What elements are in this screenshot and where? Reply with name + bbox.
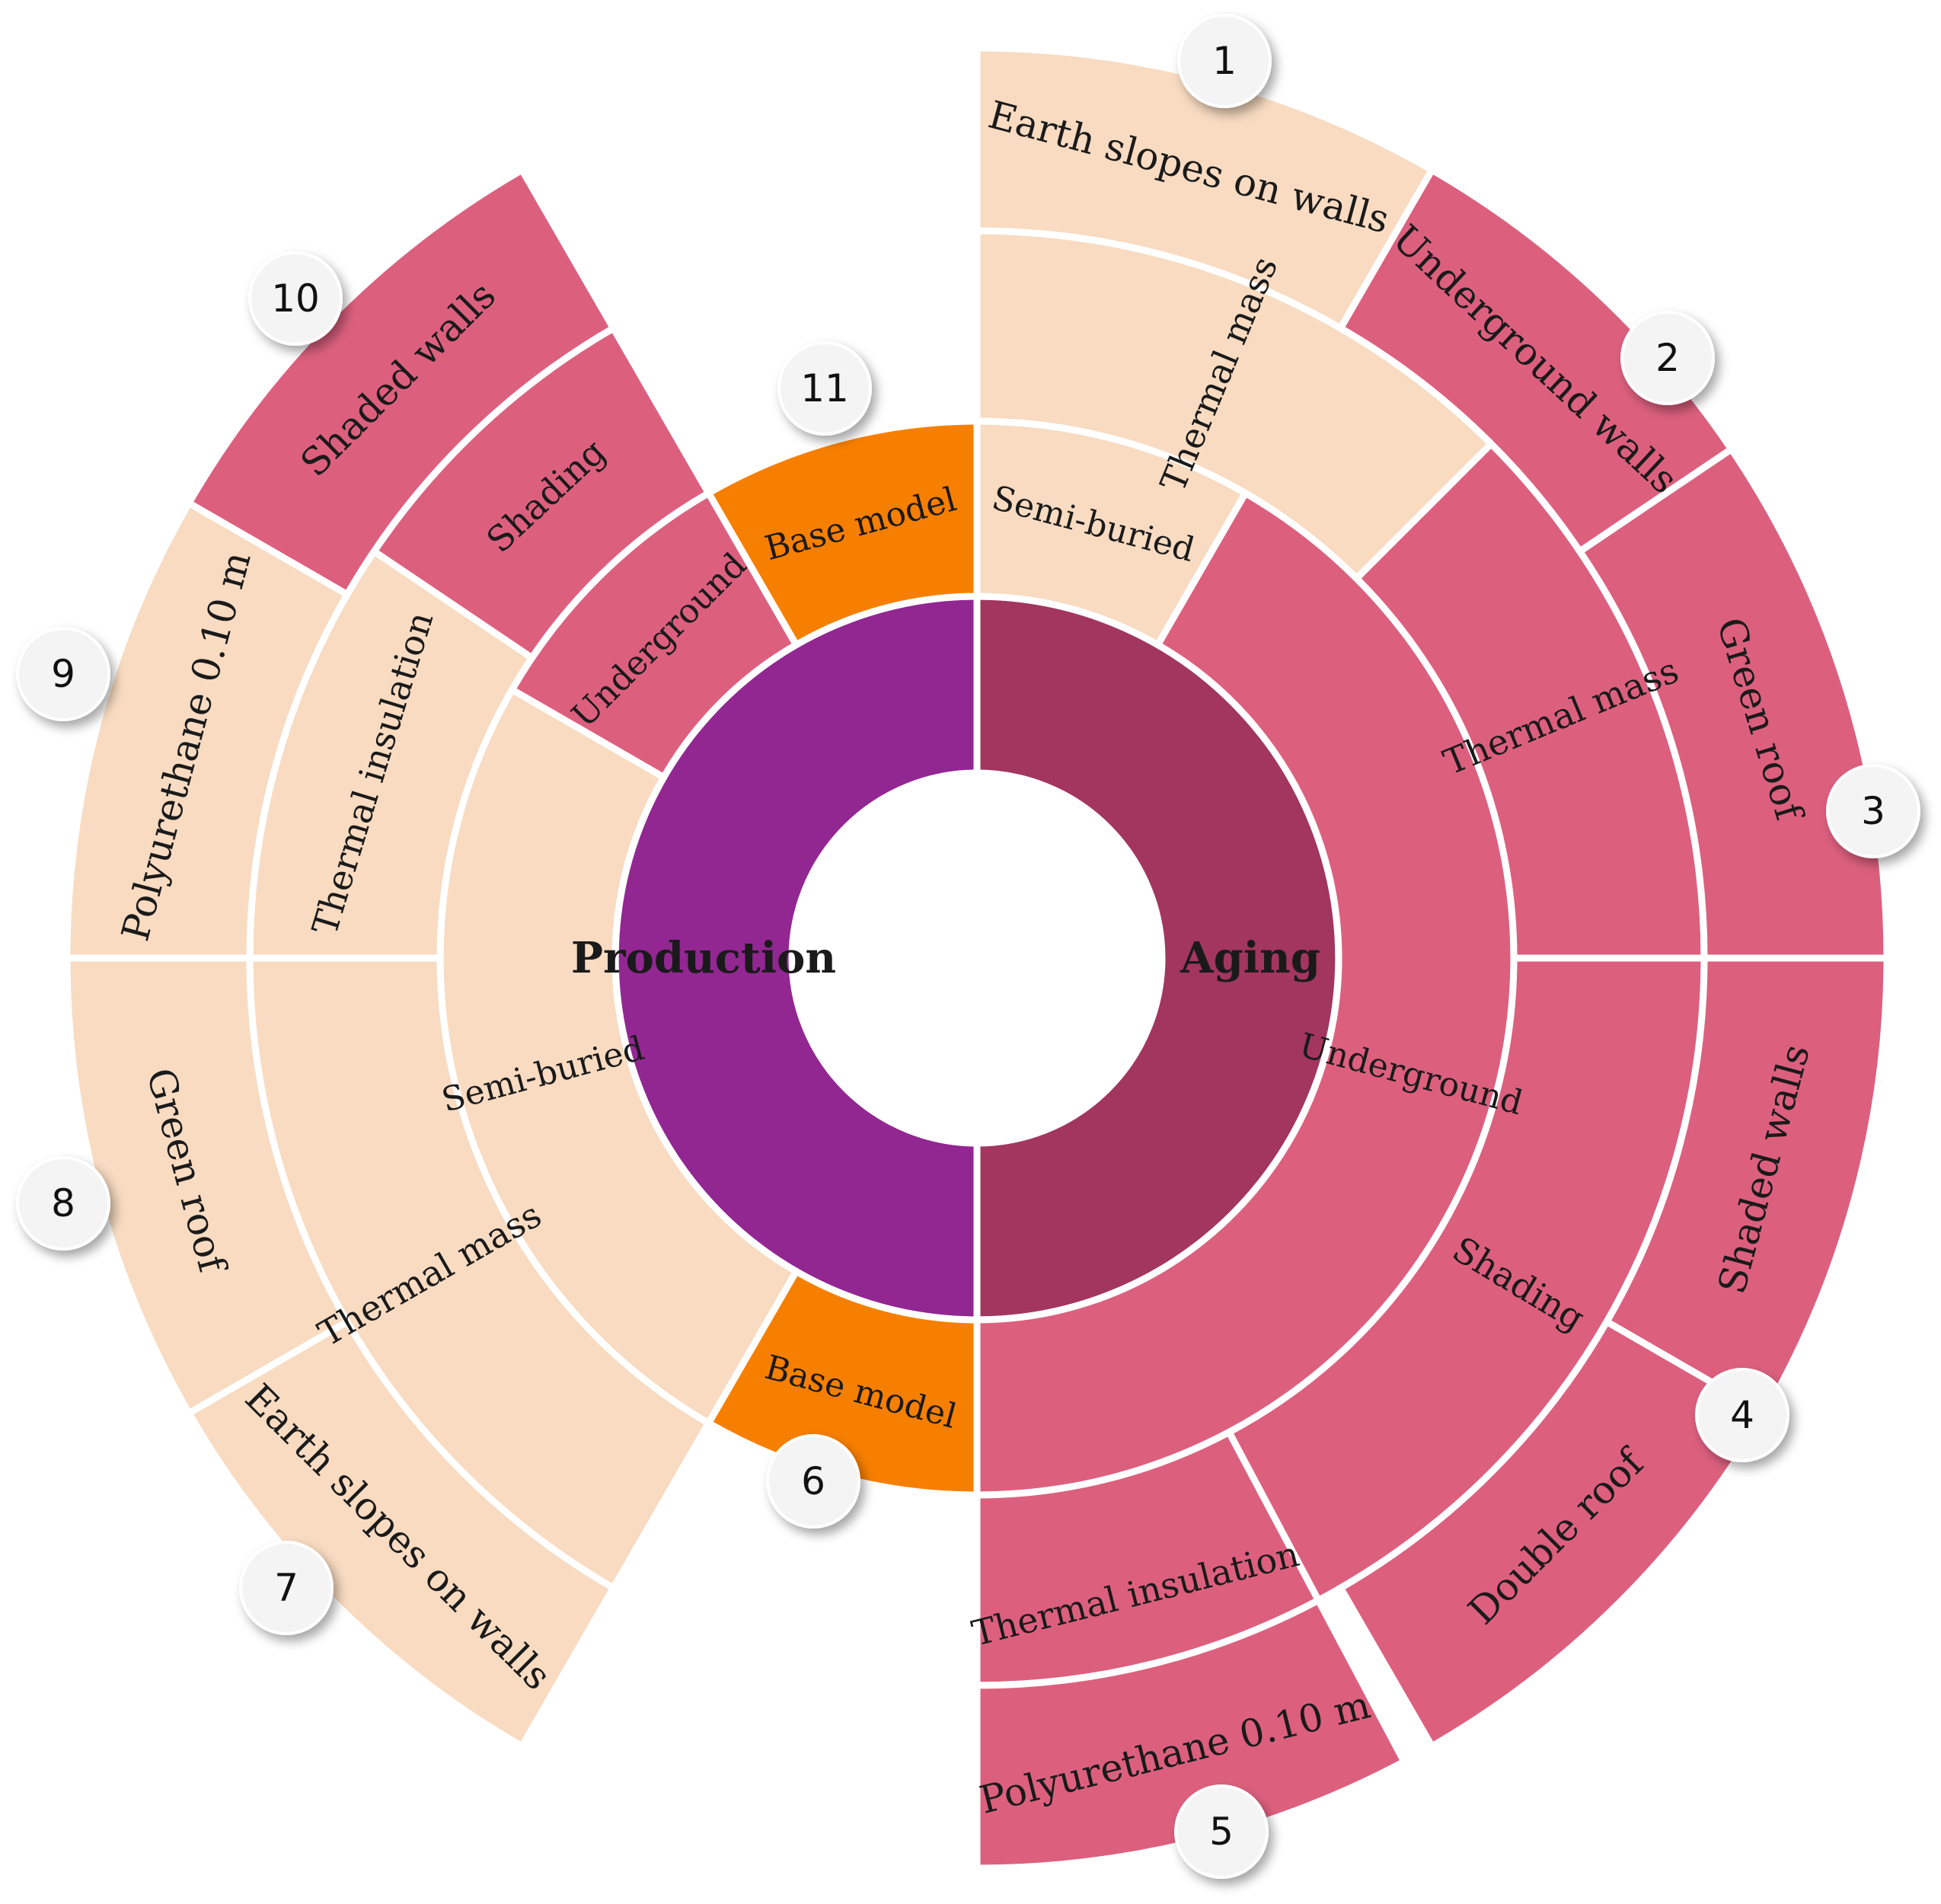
badge-7: 7 (239, 1541, 334, 1635)
badge-circle-8 (16, 1156, 110, 1251)
badge-circle-10 (248, 251, 343, 346)
badge-circle-11 (777, 341, 872, 436)
badge-number-7: 7 (274, 1566, 298, 1610)
segment-ring4-polyurethane-0-10-m (973, 1596, 1409, 1872)
badge-number-11: 11 (800, 366, 849, 411)
badge-number-4: 4 (1730, 1393, 1754, 1437)
segment-ring4-double-roof (1336, 1317, 1770, 1752)
badge-circle-4 (1695, 1368, 1789, 1462)
badge-2: 2 (1620, 311, 1715, 405)
badge-number-9: 9 (51, 652, 75, 696)
badge-circle-9 (16, 627, 110, 721)
badge-4: 4 (1695, 1368, 1789, 1462)
badge-circle-7 (239, 1541, 334, 1635)
badge-circle-1 (1177, 14, 1272, 108)
badge-number-10: 10 (271, 276, 320, 321)
badge-11: 11 (777, 341, 872, 436)
badge-5: 5 (1174, 1784, 1269, 1879)
number-badges: 1 2 3 4 5 6 7 8 9 10 11 (16, 14, 1920, 1879)
badge-circle-2 (1620, 311, 1715, 405)
segment-ring4-shaded-walls (184, 165, 618, 599)
badge-number-2: 2 (1655, 336, 1680, 380)
badge-number-1: 1 (1212, 39, 1237, 83)
badge-3: 3 (1826, 764, 1920, 858)
label-ring1-production: Production (571, 933, 836, 983)
badge-10: 10 (248, 251, 343, 346)
badge-circle-3 (1826, 764, 1920, 858)
badge-9: 9 (16, 627, 110, 721)
badge-number-5: 5 (1209, 1810, 1234, 1854)
badge-circle-6 (766, 1434, 860, 1529)
badge-number-8: 8 (51, 1181, 75, 1225)
label-ring1-aging: Aging (1180, 933, 1320, 983)
sunburst-segments (63, 44, 1891, 1872)
badge-number-3: 3 (1861, 789, 1885, 833)
badge-1: 1 (1177, 14, 1272, 108)
badge-8: 8 (16, 1156, 110, 1251)
badge-6: 6 (766, 1434, 860, 1529)
badge-number-6: 6 (801, 1459, 825, 1503)
badge-circle-5 (1174, 1784, 1269, 1879)
